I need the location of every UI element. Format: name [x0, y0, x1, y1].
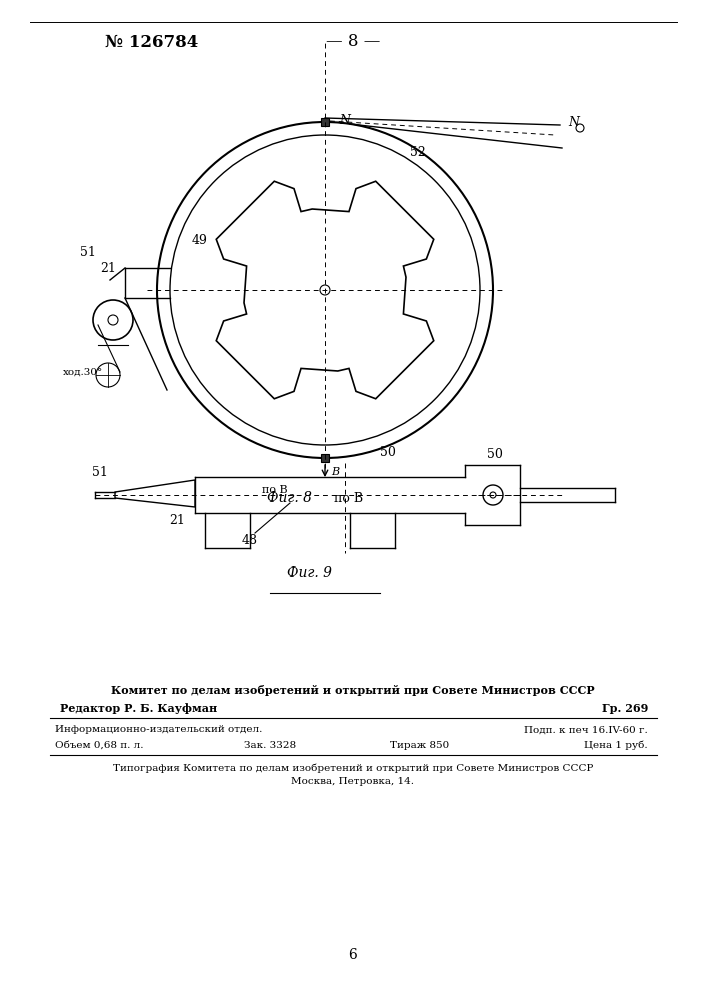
Text: 51: 51	[92, 466, 108, 480]
Text: по B: по B	[290, 491, 363, 504]
Text: Тираж 850: Тираж 850	[390, 740, 450, 750]
Text: N: N	[339, 113, 350, 126]
Text: Комитет по делам изобретений и открытий при Совете Министров СССР: Комитет по делам изобретений и открытий …	[111, 684, 595, 696]
Text: ход.30°: ход.30°	[63, 367, 103, 376]
Text: 48: 48	[242, 534, 258, 548]
Text: 51: 51	[80, 245, 96, 258]
Text: 50: 50	[380, 446, 396, 460]
Text: 21: 21	[100, 261, 116, 274]
Text: Информационно-издательский отдел.: Информационно-издательский отдел.	[55, 726, 262, 734]
Text: B: B	[331, 467, 339, 477]
Text: Цена 1 руб.: Цена 1 руб.	[585, 740, 648, 750]
Bar	[321, 118, 329, 126]
Text: Фиг. 9: Фиг. 9	[288, 566, 332, 580]
Text: 52: 52	[410, 145, 426, 158]
Text: — 8 —: — 8 —	[326, 33, 380, 50]
Text: 49: 49	[192, 233, 208, 246]
Text: Гр. 269: Гр. 269	[602, 702, 648, 714]
Text: Москва, Петровка, 14.: Москва, Петровка, 14.	[291, 778, 414, 786]
Text: по B: по B	[262, 485, 288, 495]
Text: N: N	[568, 115, 579, 128]
Text: Объем 0,68 п. л.: Объем 0,68 п. л.	[55, 740, 144, 750]
Text: Подп. к печ 16.IV-60 г.: Подп. к печ 16.IV-60 г.	[525, 726, 648, 734]
Text: 6: 6	[349, 948, 357, 962]
Text: Типография Комитета по делам изобретений и открытий при Совете Министров СССР: Типография Комитета по делам изобретений…	[113, 763, 593, 773]
Bar	[321, 454, 329, 462]
Text: № 126784: № 126784	[105, 33, 198, 50]
Text: 50: 50	[487, 448, 503, 462]
Text: Фиг. 8: Фиг. 8	[267, 491, 312, 505]
Text: Редактор Р. Б. Кауфман: Редактор Р. Б. Кауфман	[60, 702, 217, 714]
Text: 21: 21	[169, 514, 185, 526]
Text: Зак. 3328: Зак. 3328	[244, 740, 296, 750]
